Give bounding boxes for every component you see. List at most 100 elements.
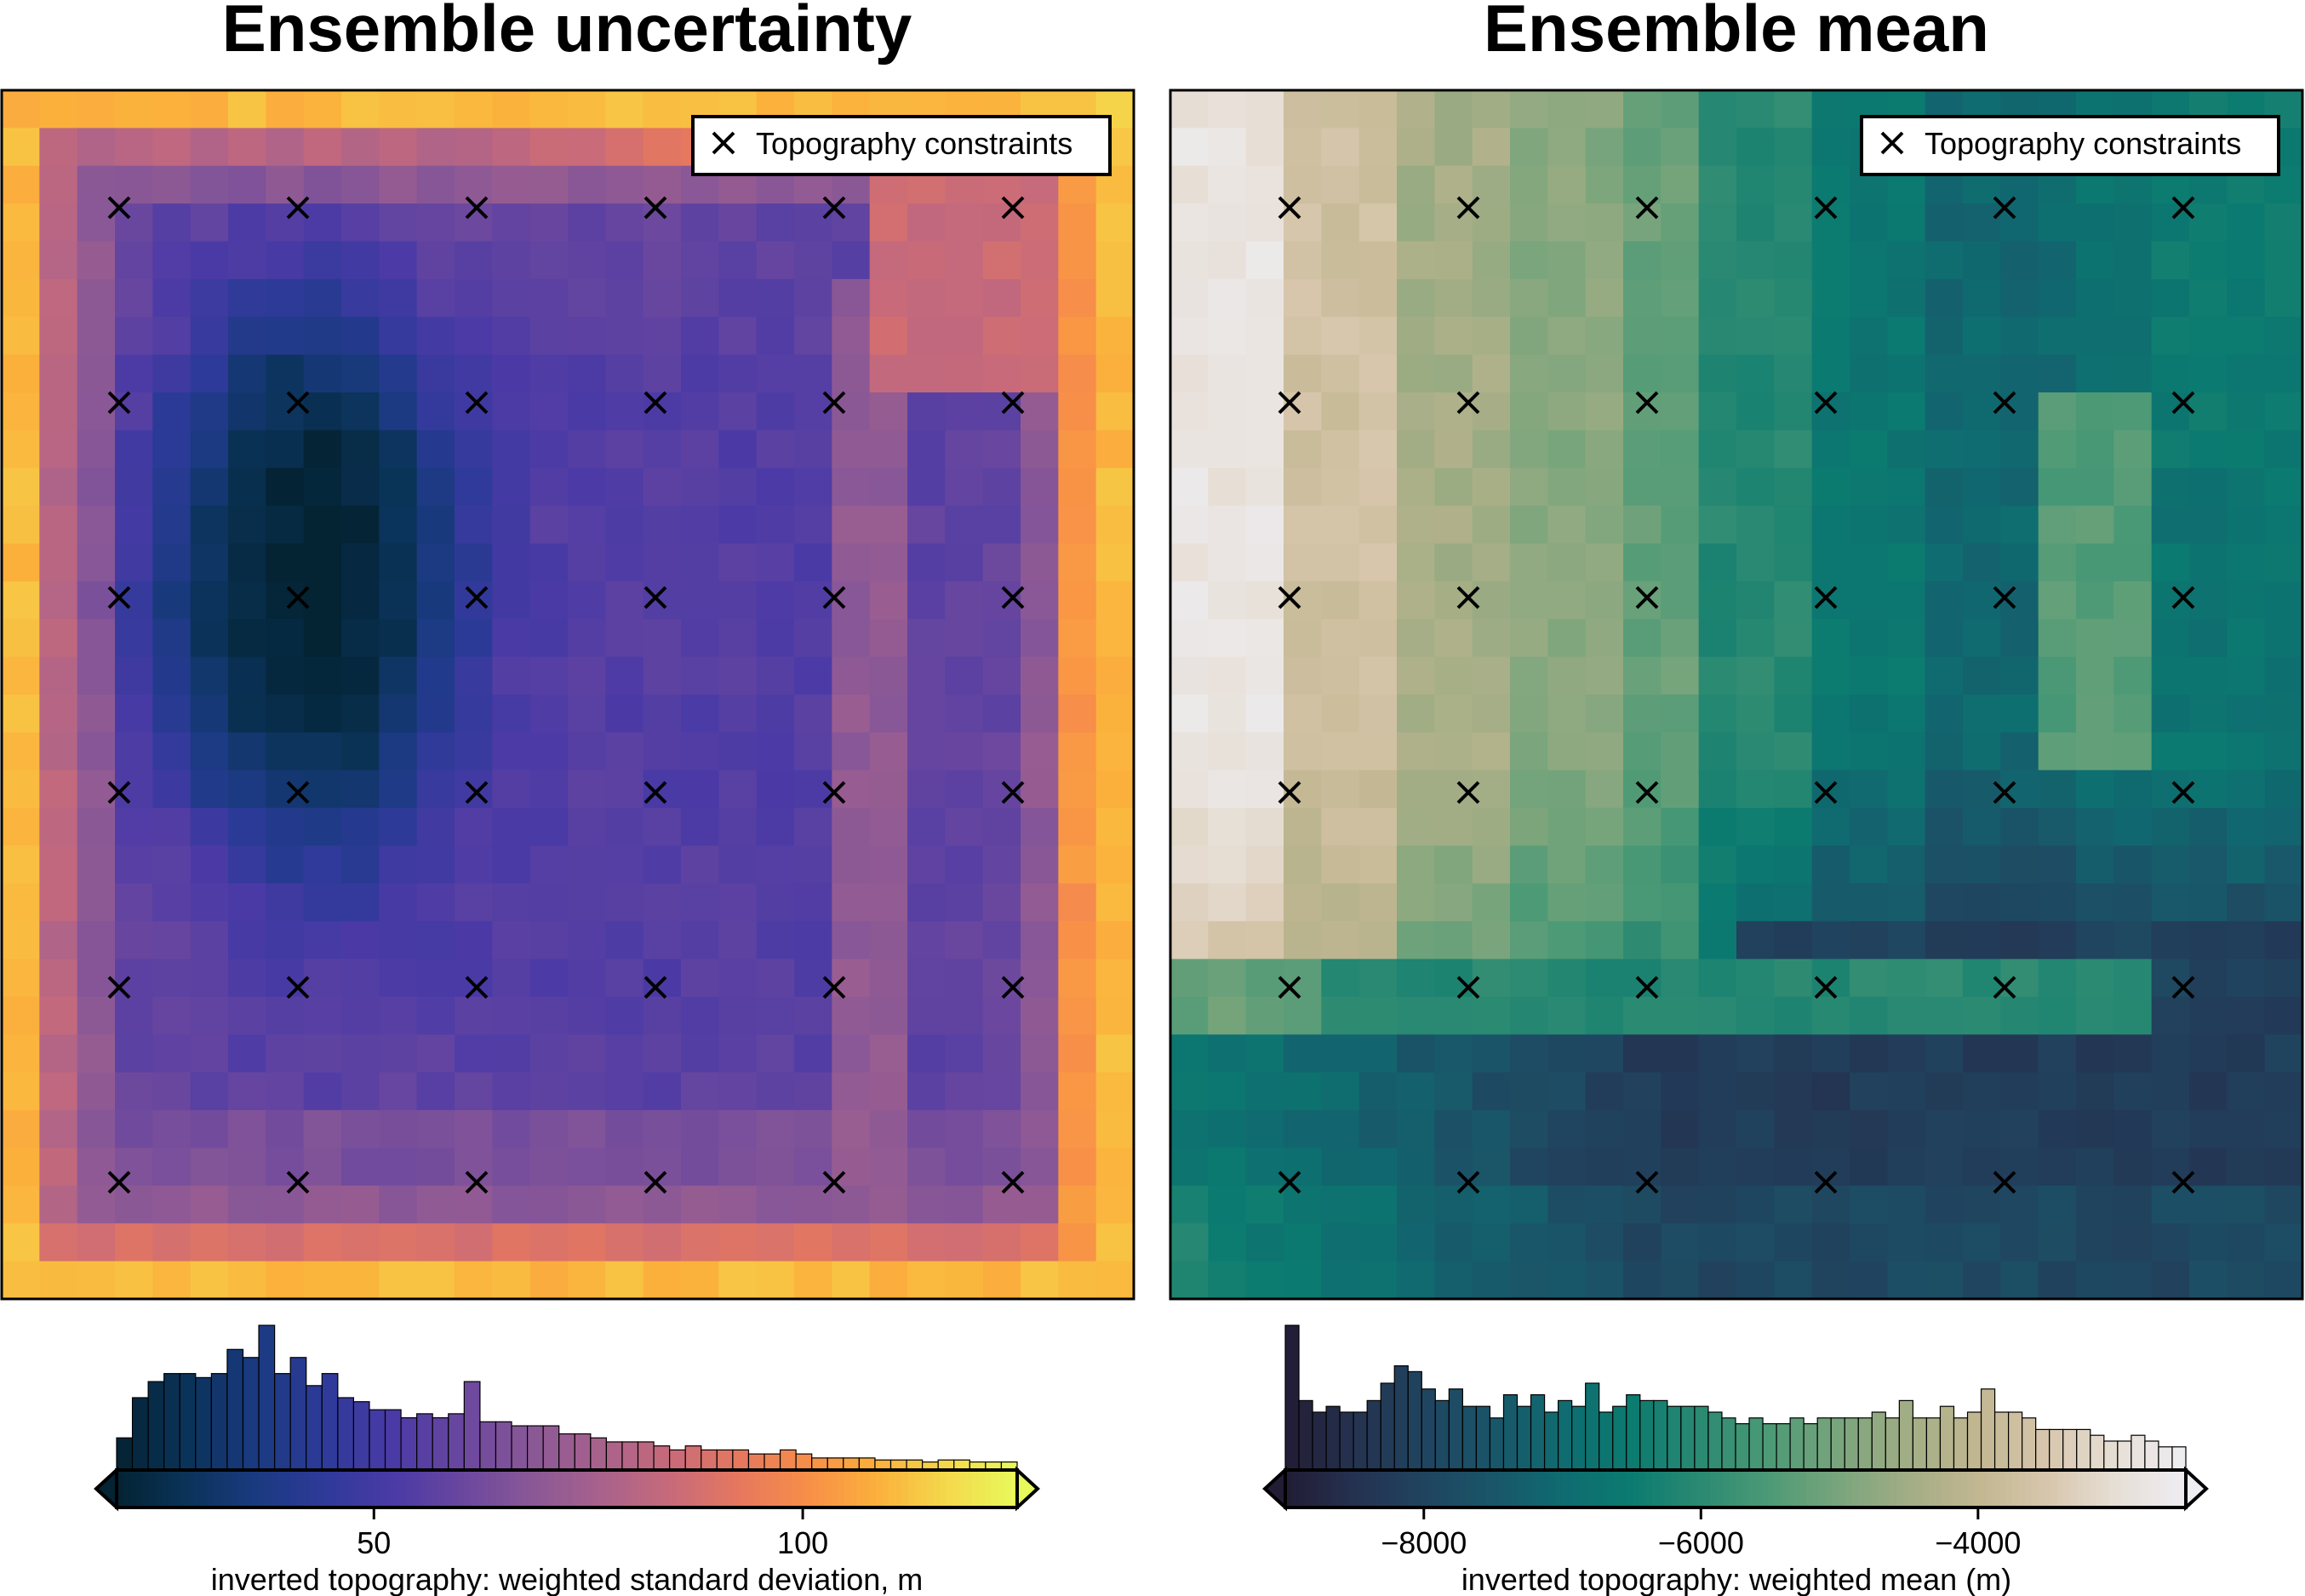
heatmap-cell bbox=[794, 921, 832, 960]
uncertainty-histogram bbox=[116, 1324, 1018, 1471]
heatmap-cell bbox=[1021, 581, 1059, 620]
constraint-marker bbox=[107, 1170, 131, 1194]
heatmap-cell bbox=[1170, 1034, 1209, 1073]
heatmap-cell bbox=[1698, 241, 1737, 280]
constraint-marker bbox=[1001, 975, 1025, 999]
heatmap-cell bbox=[2189, 203, 2228, 243]
heatmap-cell bbox=[2038, 769, 2077, 809]
heatmap-cell bbox=[529, 1261, 569, 1300]
heatmap-cell bbox=[1661, 278, 1700, 317]
heatmap-cell bbox=[1811, 732, 1850, 771]
colorbar-segment bbox=[2011, 1470, 2020, 1507]
heatmap-cell bbox=[379, 278, 418, 317]
heatmap-cell bbox=[1585, 430, 1624, 469]
heatmap-cell bbox=[1887, 732, 1926, 771]
heatmap-cell bbox=[605, 808, 644, 847]
heatmap-cell bbox=[1170, 392, 1209, 431]
heatmap-cell bbox=[907, 695, 946, 733]
heatmap-cell bbox=[568, 769, 606, 809]
colorbar-segment bbox=[792, 1470, 799, 1507]
heatmap-cell bbox=[794, 1072, 832, 1111]
heatmap-cell bbox=[152, 808, 192, 847]
heatmap-cell bbox=[568, 883, 606, 922]
heatmap-cell bbox=[605, 467, 644, 506]
heatmap-cell bbox=[945, 278, 984, 317]
heatmap-cell bbox=[1472, 241, 1511, 280]
heatmap-cell bbox=[2227, 392, 2266, 431]
heatmap-cell bbox=[1321, 732, 1360, 771]
heatmap-cell bbox=[2189, 354, 2228, 393]
uncertainty-constraint-markers bbox=[107, 196, 1025, 1194]
histogram-bar bbox=[795, 1453, 813, 1471]
heatmap-cell bbox=[1736, 1072, 1775, 1111]
heatmap-cell bbox=[1736, 1261, 1775, 1300]
constraint-marker bbox=[1814, 196, 1838, 220]
heatmap-cell bbox=[1774, 1185, 1813, 1224]
heatmap-cell bbox=[1736, 1185, 1775, 1224]
heatmap-cell bbox=[1358, 1072, 1398, 1111]
heatmap-cell bbox=[1358, 845, 1398, 884]
heatmap-cell bbox=[1774, 354, 1813, 393]
colorbar-segment bbox=[1748, 1470, 1756, 1507]
heatmap-cell bbox=[416, 1185, 455, 1224]
heatmap-cell bbox=[1245, 1147, 1284, 1187]
mean-colorbar-label: inverted topography: weighted mean (m) bbox=[1461, 1562, 2011, 1596]
heatmap-cell bbox=[1811, 1034, 1850, 1073]
colorbar-segment bbox=[708, 1470, 716, 1507]
mean-title: Ensemble mean bbox=[1484, 0, 1989, 66]
colorbar-segment bbox=[1851, 1470, 1859, 1507]
heatmap-cell bbox=[341, 90, 380, 129]
colorbar-segment bbox=[567, 1470, 575, 1507]
heatmap-cell bbox=[1661, 769, 1700, 809]
heatmap-cell bbox=[492, 656, 531, 695]
heatmap-cell bbox=[945, 354, 984, 393]
heatmap-cell bbox=[303, 619, 342, 658]
heatmap-cell bbox=[1245, 165, 1284, 204]
heatmap-cell bbox=[1585, 543, 1624, 582]
heatmap-cell bbox=[303, 467, 342, 506]
colorbar-segment bbox=[625, 1470, 632, 1507]
colorbar-segment bbox=[1754, 1470, 1763, 1507]
heatmap-cell bbox=[1623, 467, 1662, 506]
heatmap-cell bbox=[1284, 317, 1322, 356]
heatmap-cell bbox=[1623, 128, 1662, 167]
heatmap-cell bbox=[1095, 1072, 1135, 1111]
heatmap-cell bbox=[2076, 958, 2114, 998]
heatmap-cell bbox=[2, 1261, 40, 1300]
heatmap-cell bbox=[907, 769, 946, 809]
colorbar-segment bbox=[1684, 1470, 1691, 1507]
heatmap-cell bbox=[1698, 845, 1737, 884]
heatmap-cell bbox=[1661, 997, 1700, 1035]
heatmap-cell bbox=[455, 278, 493, 317]
heatmap-cell bbox=[945, 997, 984, 1035]
heatmap-cell bbox=[1698, 1110, 1737, 1149]
heatmap-cell bbox=[1811, 278, 1850, 317]
heatmap-cell bbox=[266, 1110, 305, 1149]
histogram-bar bbox=[1353, 1411, 1368, 1471]
heatmap-cell bbox=[643, 619, 682, 658]
colorbar-segment bbox=[123, 1470, 130, 1507]
colorbar-segment bbox=[1845, 1470, 1852, 1507]
heatmap-cell bbox=[1887, 241, 1926, 280]
heatmap-cell bbox=[756, 845, 795, 884]
heatmap-cell bbox=[1623, 241, 1662, 280]
heatmap-cell bbox=[115, 392, 153, 431]
colorbar-segment bbox=[830, 1470, 838, 1507]
colorbar-segment bbox=[817, 1470, 826, 1507]
histogram-bar bbox=[1599, 1411, 1614, 1471]
heatmap-cell bbox=[1585, 1261, 1624, 1300]
heatmap-cell bbox=[1170, 278, 1209, 317]
heatmap-cell bbox=[756, 1110, 795, 1149]
heatmap-cell bbox=[1774, 1147, 1813, 1187]
heatmap-cell bbox=[1170, 997, 1209, 1035]
heatmap-cell bbox=[1434, 90, 1473, 129]
heatmap-cell bbox=[1510, 241, 1548, 280]
histogram-bar bbox=[1939, 1405, 1955, 1471]
heatmap-cell bbox=[266, 241, 305, 280]
colorbar-segment bbox=[895, 1470, 902, 1507]
heatmap-cell bbox=[152, 958, 192, 998]
heatmap-cell bbox=[1925, 1261, 1964, 1300]
heatmap-cell bbox=[1774, 1223, 1813, 1262]
heatmap-cell bbox=[1170, 1110, 1209, 1149]
heatmap-cell bbox=[1774, 997, 1813, 1035]
